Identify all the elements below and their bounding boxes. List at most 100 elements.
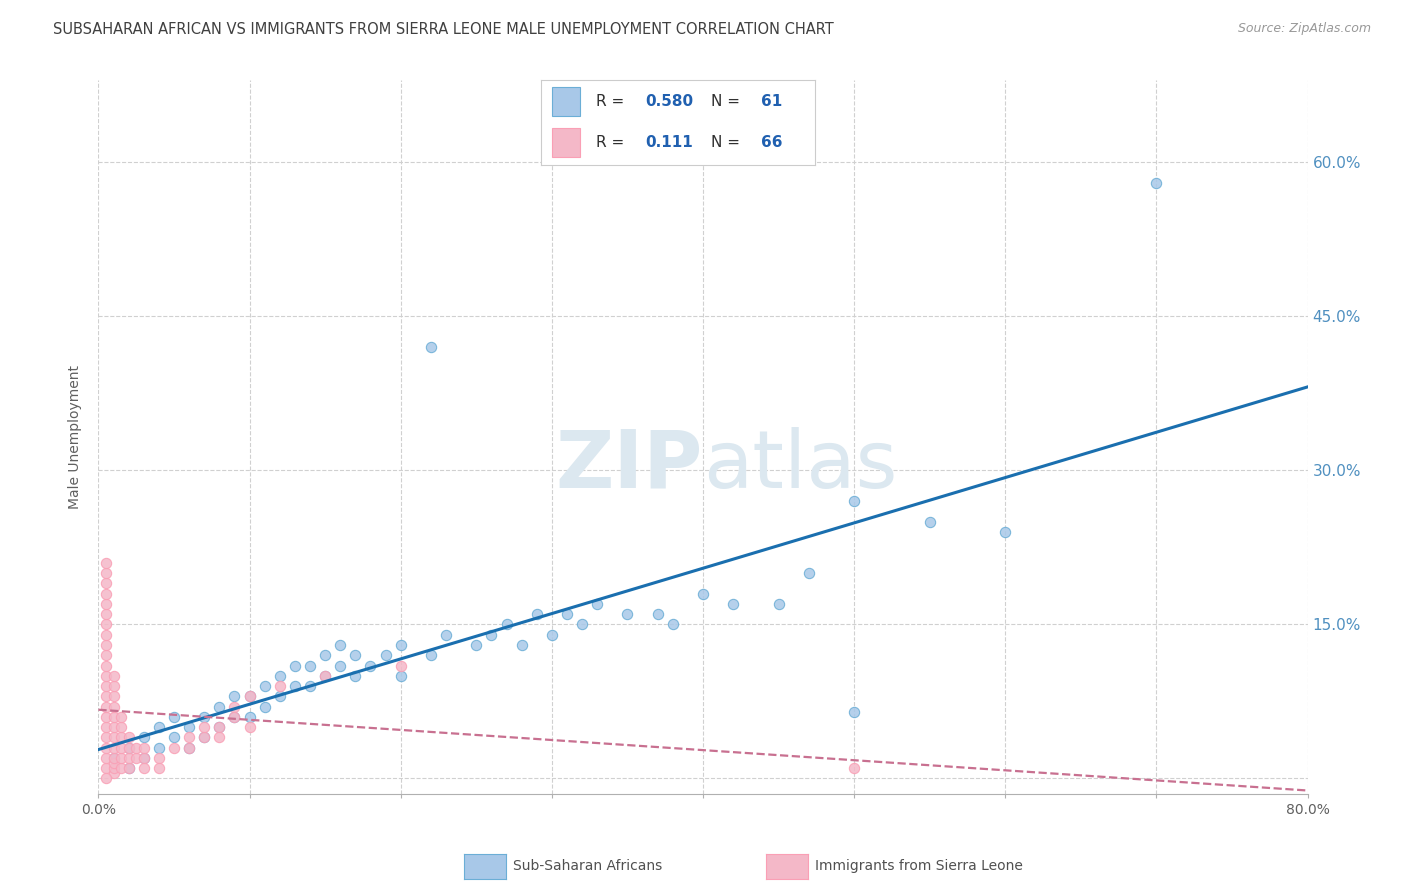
Text: N =: N = xyxy=(711,135,745,150)
Point xyxy=(94,638,117,652)
Point xyxy=(284,658,307,673)
Point xyxy=(571,617,593,632)
Point xyxy=(132,731,155,745)
Point xyxy=(132,751,155,765)
Point xyxy=(110,751,132,765)
Point xyxy=(94,679,117,693)
Text: Sub-Saharan Africans: Sub-Saharan Africans xyxy=(513,859,662,873)
Point xyxy=(389,669,412,683)
Point xyxy=(420,340,443,354)
Point xyxy=(103,720,125,734)
Point xyxy=(94,710,117,724)
Point xyxy=(495,617,517,632)
Point xyxy=(299,679,322,693)
Point xyxy=(94,607,117,622)
Point xyxy=(132,761,155,775)
Point xyxy=(110,761,132,775)
Point xyxy=(284,679,307,693)
Text: 61: 61 xyxy=(761,94,782,109)
Text: R =: R = xyxy=(596,94,630,109)
Point xyxy=(269,669,291,683)
Point xyxy=(118,761,141,775)
Point xyxy=(94,740,117,755)
Point xyxy=(239,690,262,704)
Point xyxy=(148,751,170,765)
Point xyxy=(797,566,820,581)
Point xyxy=(125,740,148,755)
Point xyxy=(179,720,201,734)
Point xyxy=(94,720,117,734)
Text: atlas: atlas xyxy=(703,426,897,505)
Point xyxy=(94,690,117,704)
Point xyxy=(692,587,714,601)
Point xyxy=(299,658,322,673)
Point xyxy=(844,761,866,775)
Y-axis label: Male Unemployment: Male Unemployment xyxy=(69,365,83,509)
Point xyxy=(329,638,352,652)
Bar xyxy=(553,87,579,116)
Point xyxy=(193,731,215,745)
Point xyxy=(94,772,117,786)
Point xyxy=(208,699,231,714)
Point xyxy=(239,710,262,724)
Point xyxy=(586,597,609,611)
Point xyxy=(526,607,548,622)
Point xyxy=(224,690,246,704)
Point xyxy=(662,617,685,632)
Point xyxy=(179,740,201,755)
Point xyxy=(208,731,231,745)
Point xyxy=(103,740,125,755)
Point xyxy=(224,710,246,724)
Point xyxy=(269,679,291,693)
Point xyxy=(103,751,125,765)
Point xyxy=(125,751,148,765)
Point xyxy=(389,638,412,652)
Point xyxy=(148,761,170,775)
Point xyxy=(94,556,117,570)
Point xyxy=(94,617,117,632)
Point xyxy=(329,658,352,673)
Point xyxy=(148,740,170,755)
Point xyxy=(94,576,117,591)
Point xyxy=(94,648,117,663)
Text: R =: R = xyxy=(596,135,630,150)
Point xyxy=(434,628,457,642)
Point xyxy=(103,761,125,775)
Point xyxy=(647,607,669,622)
Point xyxy=(110,720,132,734)
Point xyxy=(253,679,276,693)
Point xyxy=(110,740,132,755)
Point xyxy=(103,751,125,765)
Point xyxy=(253,699,276,714)
Point xyxy=(616,607,638,622)
Point xyxy=(103,669,125,683)
Point xyxy=(208,720,231,734)
Point xyxy=(420,648,443,663)
Point xyxy=(314,669,336,683)
Point xyxy=(179,731,201,745)
Point xyxy=(94,761,117,775)
Point xyxy=(193,720,215,734)
Point xyxy=(103,679,125,693)
Point xyxy=(94,587,117,601)
Point xyxy=(110,731,132,745)
Point xyxy=(94,751,117,765)
Point xyxy=(389,658,412,673)
Point xyxy=(118,761,141,775)
Point xyxy=(918,515,941,529)
Point xyxy=(994,524,1017,539)
Point xyxy=(94,669,117,683)
Point xyxy=(1144,176,1167,190)
Bar xyxy=(553,128,579,157)
Point xyxy=(103,756,125,770)
Point xyxy=(224,710,246,724)
Text: SUBSAHARAN AFRICAN VS IMMIGRANTS FROM SIERRA LEONE MALE UNEMPLOYMENT CORRELATION: SUBSAHARAN AFRICAN VS IMMIGRANTS FROM SI… xyxy=(53,22,834,37)
Point xyxy=(723,597,745,611)
Point xyxy=(110,710,132,724)
Point xyxy=(118,751,141,765)
Point xyxy=(208,720,231,734)
Point xyxy=(540,628,562,642)
Point xyxy=(269,690,291,704)
Point xyxy=(163,731,186,745)
Point xyxy=(103,699,125,714)
